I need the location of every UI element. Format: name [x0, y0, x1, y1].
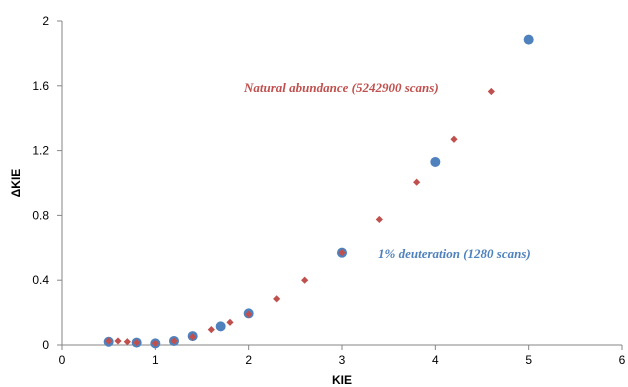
data-point-natural-abundance: [450, 135, 458, 143]
y-ticks: 0 0.4 0.8 1.2 1.6 2: [32, 14, 62, 352]
y-tick-label: 0.8: [32, 208, 49, 222]
data-point-natural-abundance: [487, 87, 495, 96]
y-tick-label: 1.6: [32, 79, 49, 93]
annotation-1pct-deuteration: 1% deuteration (1280 scans): [378, 246, 531, 261]
x-tick-label: 6: [619, 353, 626, 367]
annotation-natural-abundance: Natural abundance (5242900 scans): [243, 80, 439, 95]
x-tick-label: 3: [339, 353, 346, 367]
x-tick-label: 4: [432, 353, 439, 367]
data-point-natural-abundance: [207, 326, 215, 334]
x-tick-label: 2: [245, 353, 252, 367]
x-tick-label: 0: [59, 353, 66, 367]
y-tick-label: 0.4: [32, 273, 49, 287]
y-tick-label: 1.2: [32, 144, 49, 158]
data-point-natural-abundance: [170, 337, 178, 345]
x-tick-label: 5: [525, 353, 532, 367]
data-point-natural-abundance: [114, 337, 122, 345]
data-point-natural-abundance: [273, 295, 281, 303]
series-natural-abundance: [105, 87, 495, 347]
data-point-1pct-deuteration: [215, 321, 226, 332]
data-point-natural-abundance: [123, 338, 131, 346]
data-point-natural-abundance: [338, 249, 346, 257]
x-tick-label: 1: [152, 353, 159, 367]
x-ticks: 0 1 2 3 4 5 6: [59, 345, 626, 367]
data-point-natural-abundance: [133, 338, 141, 347]
data-point-natural-abundance: [105, 337, 113, 345]
data-point-natural-abundance: [226, 318, 234, 326]
data-point-natural-abundance: [245, 310, 253, 318]
data-point-natural-abundance: [375, 215, 383, 224]
data-point-natural-abundance: [189, 333, 197, 341]
data-point-natural-abundance: [413, 178, 421, 186]
y-tick-label: 2: [42, 14, 49, 28]
data-point-natural-abundance: [151, 339, 159, 347]
data-point-1pct-deuteration: [430, 156, 441, 167]
y-tick-label: 0: [42, 338, 49, 352]
axes: [61, 21, 622, 346]
x-axis-title: KIE: [332, 373, 352, 387]
data-point-natural-abundance: [301, 276, 309, 284]
y-axis-title: ΔKIE: [9, 169, 23, 198]
data-point-1pct-deuteration: [523, 34, 534, 45]
